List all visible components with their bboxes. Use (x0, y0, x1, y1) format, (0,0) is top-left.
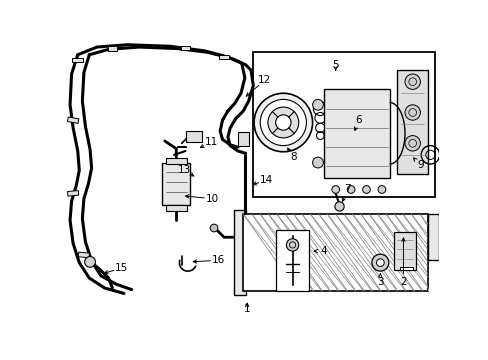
Text: 14: 14 (259, 175, 272, 185)
Text: 4: 4 (320, 246, 327, 256)
Bar (165, 158, 187, 164)
Circle shape (286, 239, 298, 251)
Text: 13: 13 (177, 165, 190, 175)
Circle shape (331, 186, 339, 193)
Text: 6: 6 (355, 115, 362, 125)
Bar (219, 55, 228, 59)
Circle shape (275, 115, 290, 130)
Bar (253, 53, 434, 197)
Text: 2: 2 (399, 277, 406, 287)
Bar (238, 132, 248, 145)
Bar (393, 232, 415, 270)
Text: 3: 3 (376, 277, 383, 287)
Circle shape (267, 107, 298, 138)
Circle shape (346, 186, 354, 193)
Bar (67, 190, 79, 196)
Circle shape (334, 202, 344, 211)
Bar (427, 214, 438, 260)
Polygon shape (427, 260, 438, 291)
Bar (243, 214, 427, 291)
Circle shape (404, 136, 420, 151)
Circle shape (404, 74, 420, 89)
Circle shape (312, 99, 323, 110)
Text: 9: 9 (416, 160, 423, 170)
Circle shape (210, 224, 218, 232)
Text: 8: 8 (289, 152, 296, 162)
Bar (396, 70, 427, 174)
Text: 16: 16 (212, 255, 225, 265)
Text: 12: 12 (258, 75, 271, 85)
Bar (78, 252, 89, 258)
Bar (165, 205, 187, 211)
Text: 1: 1 (244, 304, 250, 314)
Circle shape (362, 186, 369, 193)
Text: 5: 5 (332, 60, 338, 70)
Bar (324, 89, 389, 178)
Circle shape (404, 105, 420, 120)
Circle shape (371, 254, 388, 271)
Bar (72, 58, 83, 62)
Bar (181, 45, 190, 50)
Bar (186, 131, 202, 142)
Text: 15: 15 (115, 263, 128, 273)
Bar (276, 230, 308, 291)
Text: 11: 11 (204, 137, 217, 147)
Bar (399, 266, 413, 270)
Circle shape (84, 256, 95, 267)
Bar (162, 163, 190, 205)
Circle shape (254, 93, 312, 152)
Bar (107, 46, 117, 51)
Bar (67, 117, 79, 123)
Text: 7: 7 (343, 184, 350, 194)
Circle shape (312, 157, 323, 168)
Circle shape (260, 99, 306, 145)
Text: 10: 10 (205, 194, 219, 204)
Bar (234, 210, 246, 295)
Circle shape (377, 186, 385, 193)
Circle shape (376, 259, 384, 266)
